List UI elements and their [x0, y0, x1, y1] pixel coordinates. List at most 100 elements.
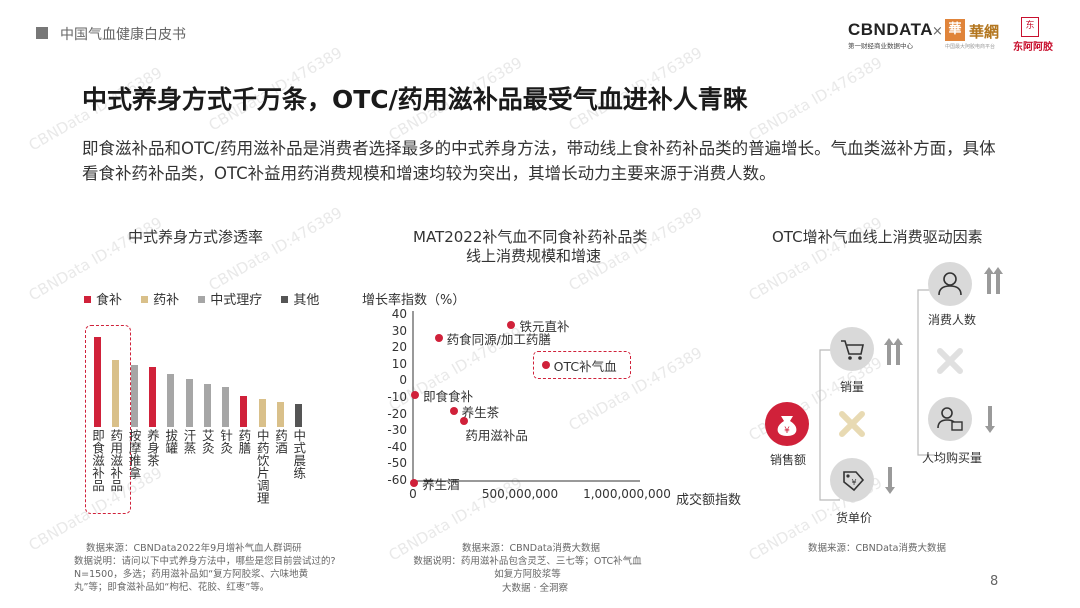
bar-药酒: [277, 402, 284, 427]
y-tick-label: -40: [387, 439, 407, 454]
bar-按摩推拿: [130, 365, 138, 427]
bar-中式晨练: [295, 403, 303, 427]
user-card-icon: [928, 397, 972, 441]
unit-price-label: 货单价: [836, 511, 873, 525]
bar-label: 养身茶: [144, 429, 160, 467]
legend-item-food: 食补: [84, 293, 122, 308]
scatter-point: [449, 407, 458, 416]
x-tick-label: 500,000,000: [481, 487, 559, 501]
y-axis-label: 增长率指数（%）: [362, 293, 466, 308]
left-chart-legend: 食补 药补 中式理疗 其他: [84, 289, 324, 308]
y-tick-label: 0: [399, 373, 407, 388]
y-tick-label: -10: [387, 390, 407, 404]
mid-chart-title-1: MAT2022补气血不同食补药补品类: [413, 228, 648, 246]
scatter-point: [410, 478, 419, 487]
mid-footer: 大数据 · 全洞察: [502, 583, 569, 594]
bar-label: 药膳: [236, 429, 252, 454]
svg-text:¥: ¥: [851, 478, 856, 487]
legend-label: 食补: [96, 293, 123, 308]
dong-e-logo: 东 东阿阿胶: [1013, 17, 1053, 53]
sales-icon: ¥: [765, 402, 809, 446]
bar-label: 即食滋补品: [90, 429, 105, 492]
scatter-point-label: OTC补气血: [553, 358, 617, 374]
highlight-box: [85, 325, 131, 514]
bar-label: 拔罐: [163, 429, 179, 454]
price-tag-icon: ¥: [830, 458, 874, 502]
report-name: 中国气血健康白皮书: [60, 27, 186, 43]
bar-label: 针灸: [218, 429, 234, 454]
huawang-logo: 華 華網 中国最大阿胶电商平台: [945, 19, 1007, 51]
per-capita-down-arrow-icon: [985, 406, 995, 433]
watermark: CBNData ID:476389: [205, 203, 346, 295]
consumers-up-arrow-icon: [984, 267, 1003, 294]
bar-药用滋补品: [112, 360, 120, 427]
left-chart-title: 中式养身方式渗透率: [128, 228, 264, 246]
bar-中药饮片调理: [258, 399, 266, 427]
scatter-point-label: 药用滋补品: [465, 428, 528, 444]
y-tick-label: 20: [391, 340, 407, 355]
bar-label: 中药饮片调理: [254, 429, 270, 504]
bar-拔罐: [167, 374, 175, 427]
bar-label: 药酒: [273, 429, 288, 454]
scatter-point: [507, 320, 516, 329]
dong-e-logo-mark: 东: [1021, 17, 1039, 37]
scatter-point-label: 养生酒: [422, 476, 460, 492]
mid-note-source: 数据来源：CBNData消费大数据: [462, 543, 600, 554]
bar-艾灸: [203, 383, 211, 427]
cart-icon: [830, 327, 874, 371]
svg-text:¥: ¥: [784, 426, 790, 436]
sales-label: 销售额: [770, 453, 807, 467]
scatter-point-label: 铁元直补: [519, 318, 570, 334]
bar-针灸: [222, 386, 230, 427]
huawang-logo-mark: 華: [945, 19, 965, 41]
legend-label: 中式理疗: [210, 293, 263, 308]
per-capita-label: 人均购买量: [922, 451, 983, 465]
header-marker: [36, 27, 48, 39]
legend-swatch: [281, 296, 289, 303]
page-number: 8: [990, 574, 999, 589]
legend-item-other: 其他: [281, 293, 319, 308]
scatter-point-label: 养生茶: [461, 405, 500, 421]
scatter-point: [460, 417, 469, 426]
bar-汗蒸: [185, 378, 193, 427]
y-tick-label: -50: [387, 456, 407, 471]
x-tick-label: 0: [409, 487, 417, 501]
scatter-point: [434, 334, 443, 343]
page-description: 即食滋补品和OTC/药用滋补品是消费者选择最多的中式养身方法，带动线上食补药补品…: [82, 139, 996, 183]
x-tick-label: 1,000,000,000: [583, 487, 671, 501]
bar-养身茶: [148, 366, 156, 427]
bar-label: 汗蒸: [181, 429, 197, 454]
y-tick-label: 10: [391, 356, 407, 371]
price-down-arrow-icon: [885, 467, 895, 494]
bar-label: 艾灸: [199, 429, 215, 454]
right-chart-title: OTC增补气血线上消费驱动因素: [772, 228, 983, 246]
user-icon: [928, 262, 972, 306]
legend-item-therapy: 中式理疗: [198, 293, 262, 308]
bar-label: 按摩推拿: [126, 429, 142, 479]
legend-swatch: [198, 296, 206, 303]
scatter-point-label: 药食同源/加工药膳: [446, 332, 551, 348]
bar-即食滋补品: [94, 337, 101, 427]
right-note-source: 数据来源：CBNData消费大数据: [808, 543, 946, 554]
legend-swatch: [141, 296, 149, 303]
left-note-desc: 数据说明：请问以下中式养身方法中，哪些是您目前尝试过的? N=1500，多选；药…: [74, 556, 336, 593]
page-title: 中式养身方式千万条，OTC/药用滋补品最受气血进补人青睐: [82, 85, 748, 114]
consumers-label: 消费人数: [928, 313, 977, 327]
mid-note-desc: 数据说明：药用滋补品包含灵芝、三七等；OTC补气血如复方阿胶浆等: [413, 556, 642, 580]
y-tick-label: 30: [391, 323, 407, 338]
scatter-point: [411, 390, 420, 399]
huawang-logo-text: 華網: [969, 23, 1000, 41]
cbndata-logo: CBNDATA: [848, 20, 934, 39]
y-tick-label: 40: [391, 307, 407, 321]
y-tick-label: -60: [387, 473, 407, 487]
scatter-point: [541, 360, 550, 369]
bar-药膳: [240, 396, 248, 427]
legend-label: 其他: [293, 293, 320, 308]
bar-label: 中式晨练: [291, 429, 307, 479]
legend-swatch: [84, 296, 91, 303]
multiply-icon: [839, 411, 865, 437]
cbndata-logo-sub: 第一财经商业数据中心: [848, 42, 913, 50]
volume-up-arrow-icon: [884, 338, 903, 365]
multiply-icon: [937, 348, 963, 374]
highlight-box: [532, 350, 631, 379]
